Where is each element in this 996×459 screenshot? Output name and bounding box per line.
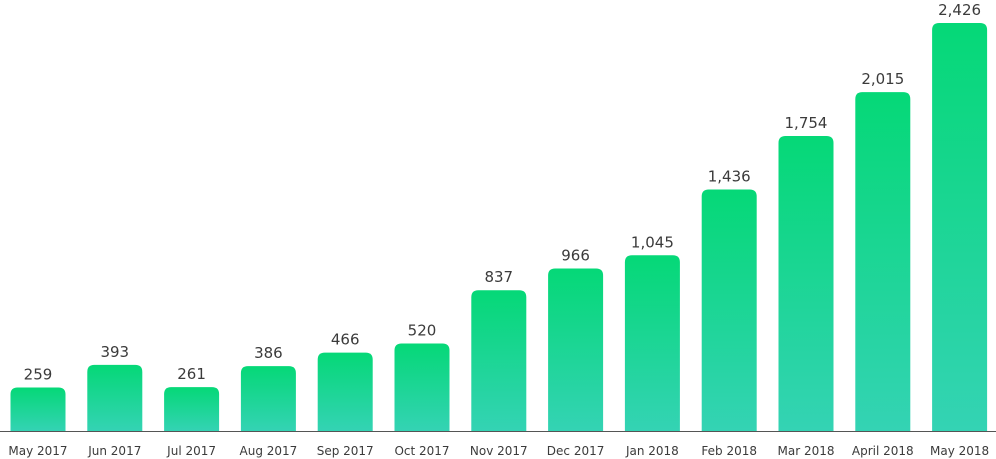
bar-april-2018 (855, 92, 911, 431)
x-tick-label: May 2017 (8, 444, 67, 458)
bar-jul-2017 (164, 387, 220, 431)
bar-jan-2018 (624, 255, 680, 431)
value-labels-group: 259 393 261 386 466 520 837 966 1,045 1,436 1,754 2… (24, 1, 981, 383)
data-label: 1,045 (631, 233, 674, 251)
x-tick-label: Jan 2018 (625, 444, 679, 458)
x-tick-label: Mar 2018 (778, 444, 835, 458)
data-label: 520 (408, 322, 437, 340)
bar-mar-2018 (778, 136, 834, 431)
x-tick-label: Dec 2017 (547, 444, 605, 458)
x-tick-label: Nov 2017 (470, 444, 528, 458)
x-tick-label: Oct 2017 (394, 444, 449, 458)
bar-may-2018 (932, 23, 988, 431)
bar-jun-2017 (87, 364, 143, 431)
bar-sep-2017 (317, 352, 373, 431)
data-label: 1,436 (708, 167, 751, 185)
x-tick-label: Feb 2018 (701, 444, 757, 458)
data-label: 259 (24, 365, 53, 383)
x-tick-label: Aug 2017 (240, 444, 298, 458)
data-label: 386 (254, 344, 283, 362)
bar-may-2017 (10, 387, 66, 431)
bar-oct-2017 (394, 343, 450, 431)
bars-group (10, 23, 988, 431)
x-tick-label: Jul 2017 (166, 444, 216, 458)
data-label: 466 (331, 331, 360, 349)
x-tick-labels-group: May 2017 Jun 2017 Jul 2017 Aug 2017 Sep 2017… (8, 444, 989, 458)
bar-aug-2017 (240, 366, 296, 431)
data-label: 837 (484, 268, 513, 286)
x-tick-label: Jun 2017 (87, 444, 141, 458)
x-tick-label: Sep 2017 (317, 444, 374, 458)
data-label: 966 (561, 247, 590, 265)
data-label: 261 (177, 365, 206, 383)
bar-dec-2017 (548, 268, 604, 431)
x-tick-label: April 2018 (852, 444, 914, 458)
x-tick-label: May 2018 (930, 444, 989, 458)
data-label: 2,426 (938, 1, 981, 19)
data-label: 2,015 (861, 70, 904, 88)
data-label: 1,754 (785, 114, 828, 132)
bar-feb-2018 (701, 189, 757, 431)
data-label: 393 (100, 343, 129, 361)
bar-nov-2017 (471, 290, 527, 431)
